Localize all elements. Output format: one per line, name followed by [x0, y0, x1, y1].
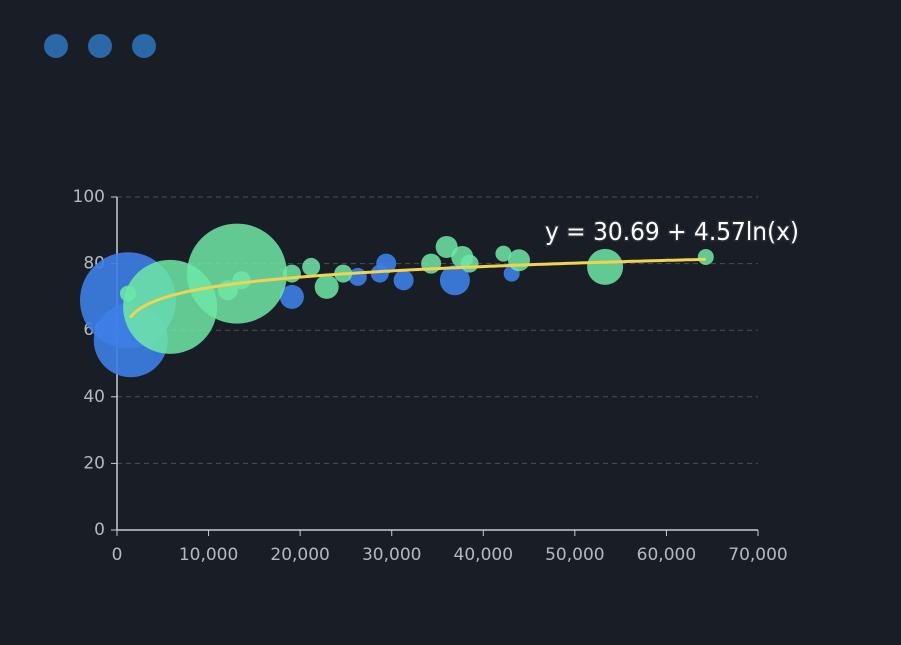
bubble [507, 249, 530, 272]
x-tick-label: 60,000 [637, 545, 696, 565]
window-dot [88, 34, 112, 58]
x-tick-label: 40,000 [454, 545, 513, 565]
bubble [439, 265, 470, 296]
y-tick-label: 40 [83, 387, 105, 407]
bubble [435, 235, 458, 258]
bubble [697, 248, 714, 265]
bubble [376, 253, 397, 274]
window-dot [44, 34, 68, 58]
bubble [302, 257, 321, 276]
window-dot [132, 34, 156, 58]
x-tick-label: 50,000 [545, 545, 604, 565]
trendline [128, 257, 706, 319]
x-tick-label: 30,000 [362, 545, 421, 565]
bubble [279, 284, 304, 309]
bubble [460, 254, 479, 273]
bubble [495, 245, 512, 262]
bubble [587, 248, 624, 285]
trendline-label: y = 30.69 + 4.57ln(x) [545, 217, 799, 246]
x-tick-label: 20,000 [270, 545, 329, 565]
x-tick-label: 70,000 [728, 545, 787, 565]
x-tick-label: 0 [112, 545, 123, 565]
y-tick-label: 100 [73, 187, 105, 207]
x-tick-label: 10,000 [179, 545, 238, 565]
y-tick-label: 0 [94, 520, 105, 540]
bubble [232, 271, 251, 290]
bubble [314, 274, 339, 299]
bubble [282, 264, 301, 283]
y-tick-label: 20 [83, 453, 105, 473]
bubble [393, 270, 414, 291]
